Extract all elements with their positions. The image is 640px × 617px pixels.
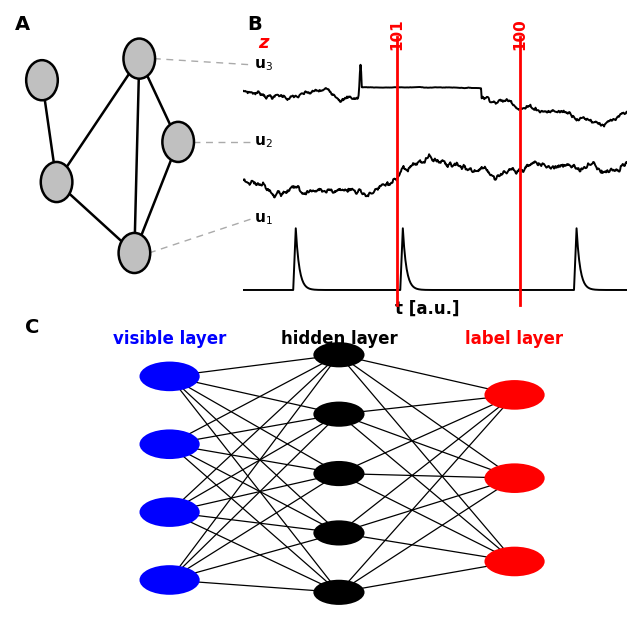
Text: 101: 101 xyxy=(389,19,404,50)
Circle shape xyxy=(314,461,365,486)
Text: C: C xyxy=(26,318,40,337)
Circle shape xyxy=(484,463,545,493)
Text: 100: 100 xyxy=(512,19,527,50)
Circle shape xyxy=(140,362,200,391)
Circle shape xyxy=(484,380,545,410)
Text: A: A xyxy=(15,15,30,35)
Circle shape xyxy=(140,497,200,527)
Text: label layer: label layer xyxy=(465,330,564,348)
Circle shape xyxy=(484,547,545,576)
Text: visible layer: visible layer xyxy=(113,330,227,348)
Text: z: z xyxy=(259,34,269,52)
Circle shape xyxy=(314,520,365,545)
Circle shape xyxy=(118,233,150,273)
Circle shape xyxy=(41,162,72,202)
Circle shape xyxy=(26,60,58,101)
Text: $\mathbf{u}_2$: $\mathbf{u}_2$ xyxy=(253,134,272,150)
Circle shape xyxy=(314,580,365,605)
Circle shape xyxy=(140,565,200,595)
Circle shape xyxy=(163,122,194,162)
Circle shape xyxy=(314,342,365,367)
Text: $\mathbf{u}_1$: $\mathbf{u}_1$ xyxy=(253,211,272,227)
Text: hidden layer: hidden layer xyxy=(280,330,397,348)
Text: t [a.u.]: t [a.u.] xyxy=(396,300,460,318)
Text: B: B xyxy=(247,15,262,35)
Circle shape xyxy=(124,38,155,79)
Text: $\mathbf{u}_3$: $\mathbf{u}_3$ xyxy=(253,57,273,73)
Circle shape xyxy=(140,429,200,459)
Circle shape xyxy=(314,402,365,427)
